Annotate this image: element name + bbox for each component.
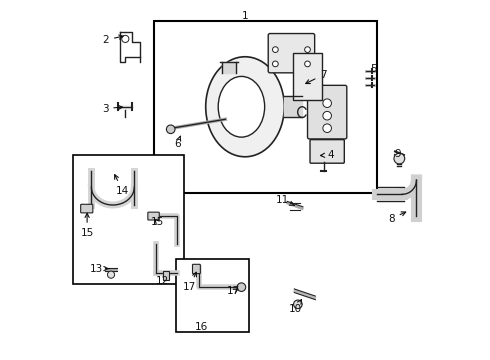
Circle shape [122, 35, 129, 42]
FancyBboxPatch shape [193, 264, 200, 274]
Text: 2: 2 [102, 35, 123, 45]
FancyBboxPatch shape [310, 140, 344, 163]
Circle shape [323, 111, 331, 120]
Circle shape [323, 99, 331, 108]
Text: 15: 15 [151, 217, 164, 227]
Text: 8: 8 [388, 212, 406, 224]
Ellipse shape [206, 57, 284, 157]
Text: 14: 14 [115, 175, 129, 196]
Text: 17: 17 [183, 272, 196, 292]
Text: 12: 12 [155, 276, 169, 286]
Bar [176, 258, 249, 332]
FancyBboxPatch shape [81, 204, 93, 213]
Circle shape [305, 47, 310, 53]
Text: 3: 3 [101, 104, 122, 113]
Text: 15: 15 [80, 213, 94, 238]
Text: 7: 7 [306, 69, 327, 84]
Text: 4: 4 [320, 150, 334, 160]
Circle shape [323, 124, 331, 132]
Circle shape [272, 61, 278, 67]
Ellipse shape [218, 76, 265, 137]
Circle shape [394, 153, 405, 164]
Circle shape [294, 300, 302, 309]
Text: 9: 9 [394, 149, 401, 159]
Bar [73, 155, 184, 284]
Text: 13: 13 [90, 264, 109, 274]
Text: 10: 10 [289, 300, 302, 314]
Circle shape [167, 125, 175, 134]
Text: 17: 17 [227, 287, 240, 296]
Text: 6: 6 [174, 136, 181, 149]
FancyBboxPatch shape [148, 212, 159, 220]
Circle shape [305, 61, 310, 67]
Circle shape [237, 283, 245, 292]
Bar [154, 21, 377, 193]
Text: 5: 5 [370, 64, 377, 73]
Text: 16: 16 [195, 322, 208, 332]
FancyBboxPatch shape [293, 53, 322, 100]
FancyBboxPatch shape [308, 85, 347, 139]
Circle shape [272, 47, 278, 53]
Text: 1: 1 [242, 12, 248, 21]
FancyBboxPatch shape [268, 33, 315, 73]
FancyBboxPatch shape [163, 271, 169, 280]
Text: 11: 11 [276, 195, 294, 206]
Circle shape [107, 271, 115, 278]
